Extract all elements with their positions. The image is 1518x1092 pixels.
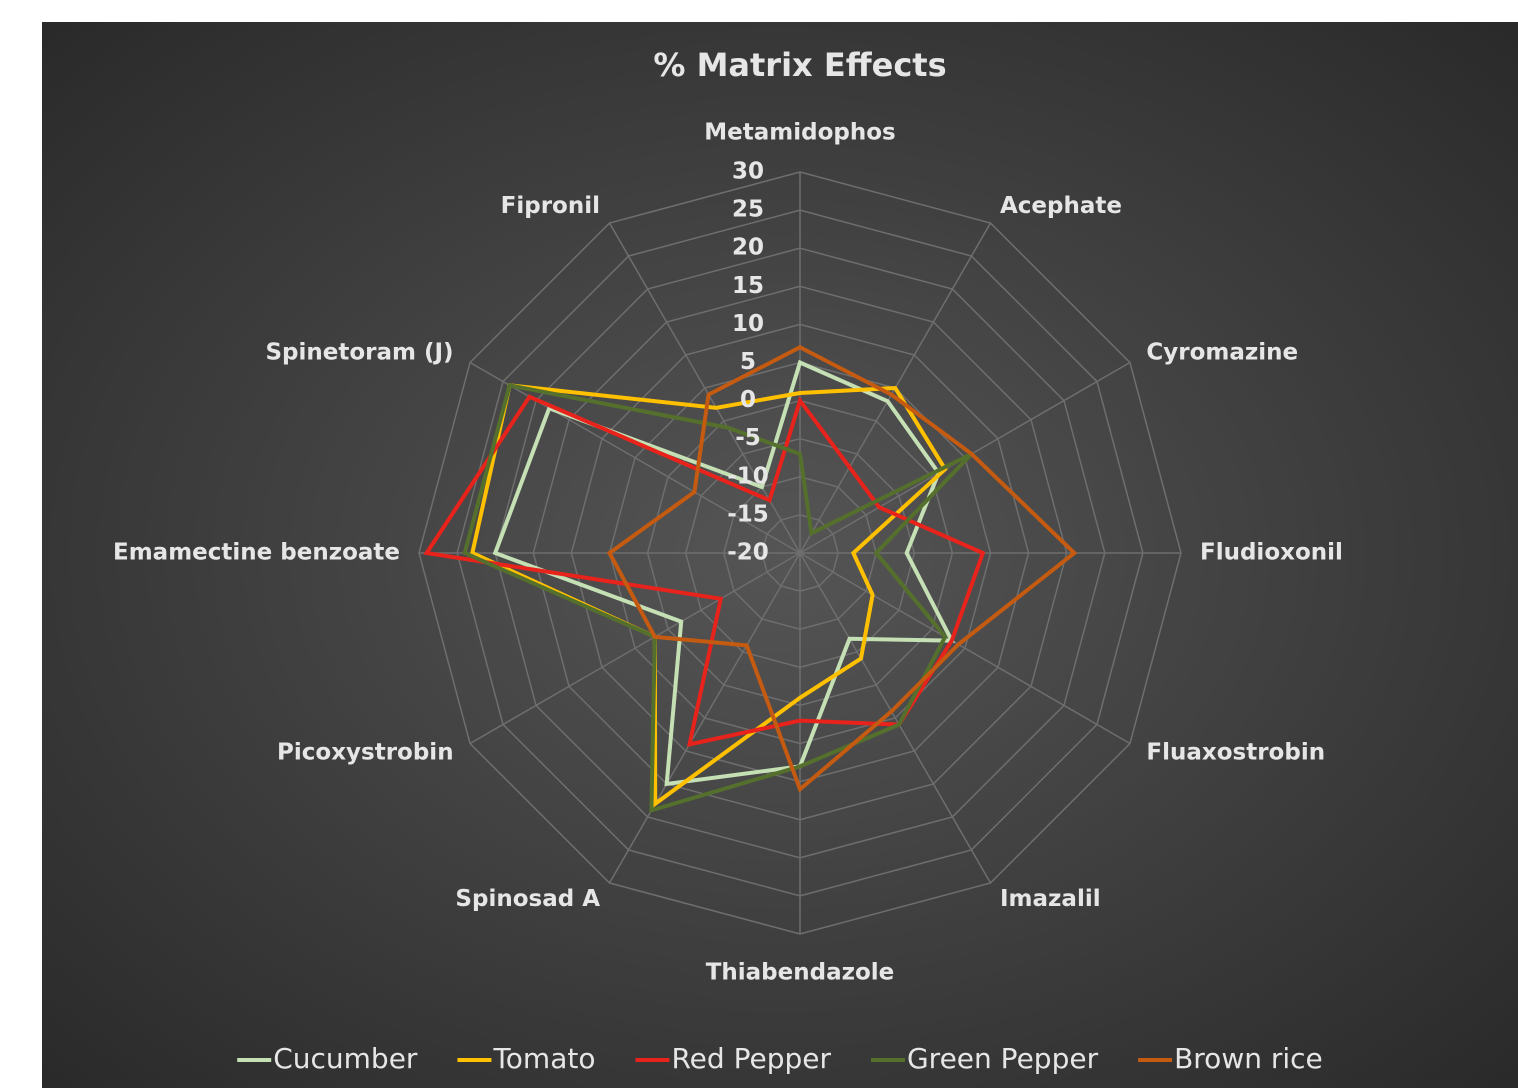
category-label: Fluaxostrobin — [1146, 740, 1325, 766]
category-label: Fludioxonil — [1200, 540, 1343, 566]
series-line — [606, 345, 1078, 793]
category-label: Fipronil — [501, 193, 600, 219]
tick-label: 25 — [732, 197, 764, 223]
category-label: Imazalil — [1000, 886, 1101, 912]
spoke — [608, 552, 801, 884]
category-label: Cyromazine — [1146, 340, 1298, 366]
spoke — [799, 552, 1131, 745]
spoke — [799, 552, 992, 884]
spoke — [469, 552, 801, 745]
category-label: Thiabendazole — [706, 960, 895, 986]
tick-label: -15 — [727, 501, 769, 527]
spoke — [469, 361, 801, 554]
tick-label: 0 — [740, 387, 756, 413]
category-label: Emamectine benzoate — [113, 540, 400, 566]
tick-label: 30 — [732, 159, 764, 185]
category-label: Spinosad A — [455, 886, 600, 912]
category-label: Metamidophos — [704, 120, 895, 146]
tick-label: -5 — [735, 425, 761, 451]
legend-label: Cucumber — [273, 1042, 418, 1075]
legend-label: Tomato — [492, 1042, 595, 1075]
legend-label: Brown rice — [1174, 1042, 1323, 1075]
category-label: Spinetoram (J) — [265, 340, 453, 366]
category-label: Picoxystrobin — [277, 740, 454, 766]
series-line — [423, 394, 986, 747]
tick-label: -20 — [727, 540, 769, 566]
legend-label: Red Pepper — [671, 1042, 831, 1075]
tick-label: 10 — [732, 311, 764, 337]
tick-label: 5 — [740, 349, 756, 375]
tick-label: 20 — [732, 235, 764, 261]
chart-background — [42, 22, 1518, 1088]
chart-title: % Matrix Effects — [653, 46, 946, 84]
category-label: Acephate — [1000, 193, 1122, 219]
tick-label: -10 — [727, 463, 769, 489]
tick-label: 15 — [732, 273, 764, 299]
legend-label: Green Pepper — [907, 1042, 1099, 1075]
